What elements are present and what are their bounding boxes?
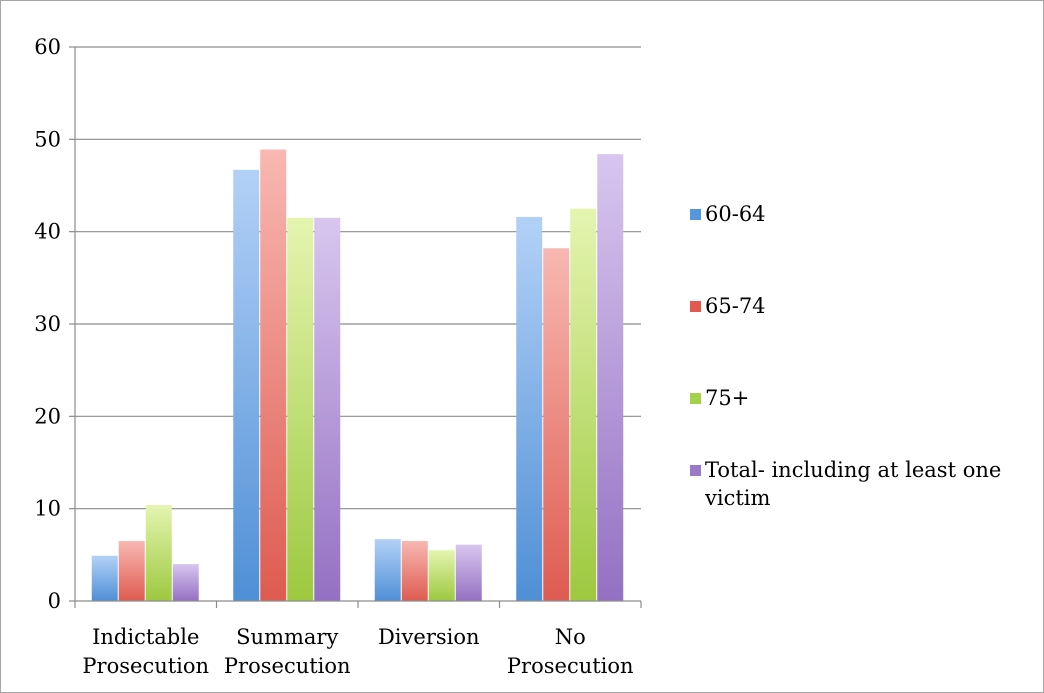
y-tick-label: 60 — [34, 35, 61, 59]
y-tick-labels: 0 10 20 30 40 50 60 — [34, 35, 61, 613]
legend-swatch — [690, 465, 701, 476]
x-category-label: Prosecution — [224, 654, 351, 678]
bar — [543, 248, 570, 601]
bar — [516, 216, 543, 602]
legend-label: 60-64 — [705, 202, 766, 226]
axes — [74, 47, 642, 608]
x-category-label: Indictable — [92, 625, 199, 649]
x-category-label: Prosecution — [507, 654, 634, 678]
bar — [118, 540, 145, 601]
x-category-labels: Indictable Prosecution Summary Prosecution D… — [82, 625, 633, 678]
legend-label: 75+ — [705, 386, 750, 410]
legend-item-60-64: 60-64 — [690, 200, 1035, 228]
legend-swatch — [690, 209, 701, 220]
legend-label: Total- including at least one victim — [705, 458, 1002, 510]
legend-label: 65-74 — [705, 294, 766, 318]
bar — [597, 154, 624, 601]
legend-item-65-74: 65-74 — [690, 292, 1035, 320]
legend-item-total: Total- including at least one victim — [690, 456, 1035, 512]
y-tick-label: 50 — [34, 127, 61, 151]
bar — [91, 555, 118, 601]
legend-item-75-plus: 75+ — [690, 384, 1035, 412]
bars — [91, 149, 624, 602]
legend-swatch — [690, 301, 701, 312]
bar — [287, 217, 314, 602]
x-category-label: No — [555, 625, 586, 649]
y-tick-label: 20 — [34, 404, 61, 428]
x-category-label: Prosecution — [82, 654, 209, 678]
bar — [455, 544, 482, 601]
bar — [428, 550, 455, 601]
y-tick-label: 0 — [48, 589, 61, 613]
x-category-label: Summary — [236, 625, 338, 649]
bar — [172, 564, 199, 601]
x-category-label: Diversion — [378, 625, 480, 649]
bar — [260, 149, 287, 602]
y-tick-label: 40 — [34, 220, 61, 244]
legend-swatch — [690, 393, 701, 404]
bar — [570, 208, 597, 602]
bar — [401, 540, 428, 601]
y-tick-label: 30 — [34, 312, 61, 336]
y-tick-label: 10 — [34, 497, 61, 521]
bar — [145, 504, 172, 601]
bar — [233, 169, 260, 601]
bar — [314, 217, 341, 602]
bar — [374, 539, 401, 601]
